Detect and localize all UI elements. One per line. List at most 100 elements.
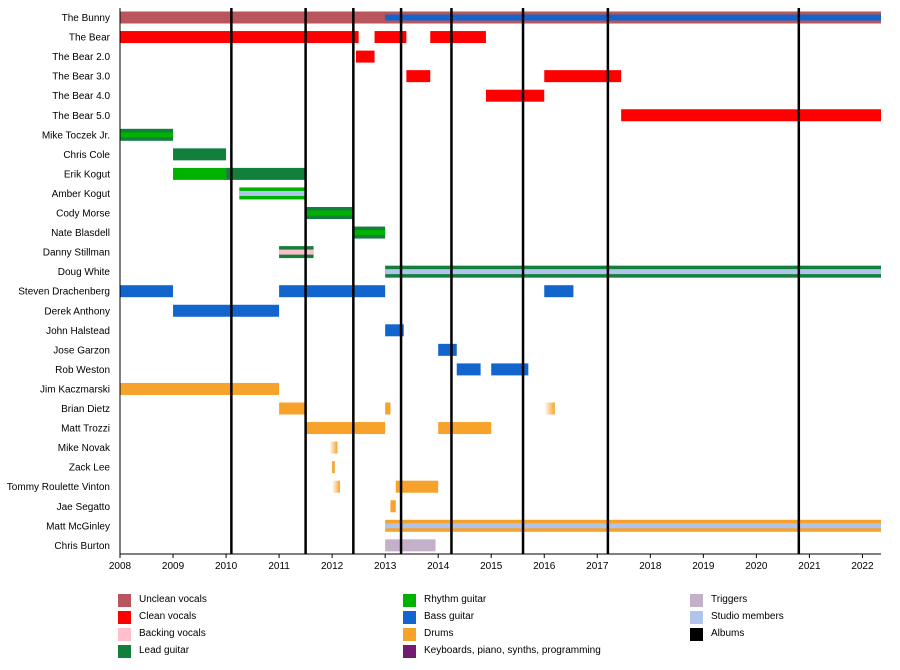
legend-item: Bass guitar [403, 610, 474, 624]
member-label: Zack Lee [69, 463, 111, 474]
member-label: Jae Segatto [57, 502, 111, 513]
legend-item: Lead guitar [118, 644, 189, 658]
legend-item: Clean vocals [118, 610, 196, 624]
bar-stripe-studio [385, 269, 881, 275]
axis-layer: 2008 2009 2010 2011 2012 2013 2014 2015 2016 2017… [109, 8, 881, 572]
bar-stripe-studio [239, 190, 306, 196]
x-tick-label: 2008 [109, 561, 132, 572]
bar-bass [173, 304, 280, 317]
legend-swatch [118, 610, 131, 624]
bar-clean [355, 50, 375, 63]
member-label: The Bear 3.0 [52, 72, 110, 83]
legend-item: Keyboards, piano, synths, programming [403, 644, 601, 658]
album-lines-layer [230, 8, 801, 554]
x-tick-label: 2017 [586, 561, 609, 572]
member-label: Steven Drachenberg [18, 287, 110, 298]
x-tick-label: 2013 [374, 561, 397, 572]
legend-label: Unclean vocals [139, 594, 207, 605]
bar-stripe-rhythm [305, 210, 354, 216]
bar-rhythm [173, 167, 227, 180]
bar-stripe-rhythm [353, 230, 386, 236]
x-tick-label: 2015 [480, 561, 503, 572]
bar-bass [544, 285, 574, 298]
legend: Unclean vocals Clean vocals Backing vocals… [0, 588, 900, 668]
member-label: Matt McGinley [46, 521, 110, 532]
bar-drums [279, 402, 306, 415]
legend-label: Albums [711, 628, 745, 639]
bar-clean [430, 31, 486, 44]
bar-drums [120, 382, 280, 395]
legend-swatch [118, 644, 131, 658]
bar-stripe-backing [279, 249, 314, 255]
bar-lead [173, 148, 227, 161]
legend-swatch [403, 644, 416, 658]
legend-label: Keyboards, piano, synths, programming [424, 645, 601, 656]
legend-item: Drums [403, 627, 453, 641]
bar-clean-band [385, 14, 881, 21]
member-label: Chris Burton [54, 541, 110, 552]
member-label: The Bunny [62, 13, 110, 24]
bar-bass [456, 363, 481, 376]
member-label: Tommy Roulette Vinton [7, 482, 110, 493]
bar-lead [226, 167, 306, 180]
bar-stripe-rhythm [120, 132, 174, 138]
x-tick-label: 2018 [639, 561, 662, 572]
member-label: The Bear 4.0 [52, 91, 110, 102]
bar-triggers [385, 539, 436, 552]
member-label: Jose Garzon [53, 345, 110, 356]
bar-bass [120, 285, 174, 298]
member-label: Brian Dietz [61, 404, 110, 415]
bar-drums [332, 461, 335, 474]
bar-drums [544, 402, 555, 415]
member-label: Mike Toczek Jr. [42, 130, 110, 141]
band-timeline-chart: 2008 2009 2010 2011 2012 2013 2014 2015 2016 2017… [7, 8, 881, 572]
legend-label: Backing vocals [139, 628, 206, 639]
x-tick-label: 2011 [268, 561, 290, 572]
legend-item: Backing vocals [118, 627, 206, 641]
x-tick-label: 2012 [321, 561, 344, 572]
bar-clean [120, 31, 359, 44]
bar-drums [305, 422, 386, 435]
x-tick-label: 2021 [798, 561, 821, 572]
member-label: Jim Kaczmarski [40, 384, 110, 395]
member-label: Doug White [58, 267, 111, 278]
x-tick-label: 2019 [692, 561, 715, 572]
member-labels-layer: The Bunny The Bear The Bear 2.0 The Bear 3.… [7, 13, 111, 552]
member-label: Nate Blasdell [51, 228, 110, 239]
x-tick-label: 2009 [162, 561, 185, 572]
x-tick-label: 2016 [533, 561, 556, 572]
bar-bass [491, 363, 529, 376]
member-label: Derek Anthony [44, 306, 110, 317]
legend-label: Drums [424, 628, 454, 639]
bars-layer [120, 11, 881, 552]
bar-drums [385, 402, 391, 415]
legend-swatch [118, 593, 131, 607]
legend-item: Rhythm guitar [403, 593, 486, 607]
legend-swatch [118, 627, 131, 641]
bar-clean [406, 70, 431, 83]
member-label: Danny Stillman [43, 248, 110, 259]
legend-item: Triggers [690, 593, 747, 607]
legend-swatch [403, 593, 416, 607]
x-tick-label: 2014 [427, 561, 450, 572]
member-label: The Bear [69, 33, 111, 44]
bar-drums [395, 480, 439, 493]
bar-clean [544, 70, 622, 83]
bar-drums [390, 500, 396, 513]
bar-drums [438, 422, 492, 435]
x-tick-label: 2010 [215, 561, 238, 572]
bar-stripe-studio [385, 523, 881, 529]
bar-clean [374, 31, 407, 44]
bar-drums [329, 441, 338, 454]
member-label: Rob Weston [55, 365, 110, 376]
legend-label: Lead guitar [139, 645, 190, 656]
legend-item: Unclean vocals [118, 593, 207, 607]
legend-item: Studio members [690, 610, 784, 624]
bar-bass [279, 285, 386, 298]
member-label: The Bear 5.0 [52, 111, 110, 122]
member-label: Matt Trozzi [61, 424, 110, 435]
legend-label: Triggers [711, 594, 748, 605]
bar-bass [438, 343, 457, 356]
bar-clean [485, 89, 545, 102]
bar-drums [332, 480, 341, 493]
